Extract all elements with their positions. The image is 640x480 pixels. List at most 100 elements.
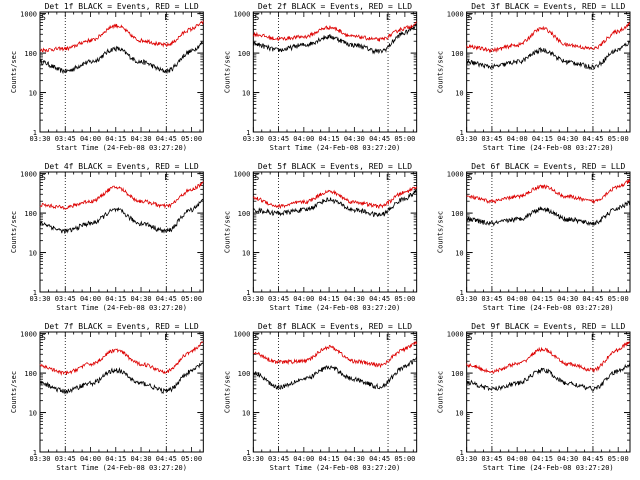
x-axis-label: Start Time (24-Feb-08 03:27:20) — [483, 464, 614, 472]
start-marker: S — [41, 333, 46, 342]
events-series-line — [466, 361, 631, 392]
start-marker: S — [41, 173, 46, 182]
y-tick-label: 10 — [455, 250, 463, 258]
end-marker: E — [164, 13, 169, 22]
y-axis-label: Counts/sec — [223, 51, 231, 93]
end-marker: E — [591, 333, 596, 342]
x-tick-label: 04:00 — [80, 135, 101, 143]
y-tick-label: 1 — [33, 289, 37, 297]
lld-series-line — [466, 21, 631, 54]
y-axis-label: Counts/sec — [10, 371, 18, 413]
x-tick-label: 04:15 — [319, 455, 340, 463]
y-axis-label: Counts/sec — [223, 211, 231, 253]
x-tick-label: 03:30 — [456, 455, 477, 463]
y-tick-label: 100 — [24, 370, 37, 378]
y-tick-label: 1000 — [233, 171, 250, 179]
x-tick-label: 03:45 — [55, 455, 76, 463]
x-tick-label: 04:00 — [507, 455, 528, 463]
x-tick-label: 03:45 — [55, 135, 76, 143]
panel-title: Det 5f BLACK = Events, RED = LLD — [258, 162, 412, 171]
y-tick-label: 10 — [29, 250, 37, 258]
y-tick-label: 1 — [246, 129, 250, 137]
y-tick-label: 1 — [459, 449, 463, 457]
x-tick-label: 03:45 — [268, 295, 289, 303]
plot-frame — [466, 331, 631, 453]
x-tick-label: 04:45 — [369, 295, 390, 303]
x-tick-label: 04:15 — [105, 295, 126, 303]
plot-frame — [252, 331, 418, 453]
y-axis-label: Counts/sec — [10, 211, 18, 253]
end-marker: E — [591, 173, 596, 182]
detector-panel-9: Det 9f BLACK = Events, RED = LLD 1 10 100 10… — [437, 322, 631, 472]
start-marker: S — [254, 333, 259, 342]
detector-panel-7: Det 7f BLACK = Events, RED = LLD 1 10 100 10… — [10, 322, 204, 472]
end-marker: E — [164, 173, 169, 182]
panel-title: Det 9f BLACK = Events, RED = LLD — [471, 322, 625, 331]
detector-panel-5: Det 5f BLACK = Events, RED = LLD 1 10 100 10… — [223, 162, 418, 312]
x-axis-label: Start Time (24-Feb-08 03:27:20) — [56, 144, 187, 152]
start-marker: S — [468, 173, 473, 182]
y-tick-label: 100 — [451, 370, 464, 378]
x-tick-label: 04:00 — [80, 455, 101, 463]
x-tick-label: 04:30 — [557, 295, 578, 303]
x-tick-label: 04:00 — [507, 135, 528, 143]
x-tick-label: 04:00 — [80, 295, 101, 303]
x-tick-label: 04:45 — [156, 455, 177, 463]
y-tick-label: 1000 — [233, 11, 250, 19]
y-tick-label: 1000 — [233, 331, 250, 339]
y-tick-label: 1000 — [447, 171, 464, 179]
x-tick-label: 04:45 — [156, 135, 177, 143]
x-tick-label: 04:30 — [557, 135, 578, 143]
end-marker: E — [386, 13, 391, 22]
x-axis-label: Start Time (24-Feb-08 03:27:20) — [270, 144, 401, 152]
start-marker: S — [254, 173, 259, 182]
y-axis-label: Counts/sec — [437, 211, 445, 253]
lld-series-line — [253, 340, 417, 369]
y-tick-label: 1000 — [447, 331, 464, 339]
detector-panel-8: Det 8f BLACK = Events, RED = LLD 1 10 100 10… — [223, 322, 418, 472]
detector-panel-4: Det 4f BLACK = Events, RED = LLD 1 10 100 10… — [10, 162, 204, 312]
x-tick-label: 04:30 — [130, 135, 151, 143]
x-axis-label: Start Time (24-Feb-08 03:27:20) — [483, 304, 614, 312]
detector-panel-6: Det 6f BLACK = Events, RED = LLD 1 10 100 10… — [437, 162, 631, 312]
y-tick-label: 1 — [33, 129, 37, 137]
x-tick-label: 04:45 — [582, 455, 603, 463]
start-marker: S — [254, 13, 259, 22]
x-tick-label: 04:30 — [344, 135, 365, 143]
y-tick-label: 100 — [24, 50, 37, 58]
events-series-line — [253, 356, 417, 390]
y-tick-label: 1000 — [20, 331, 37, 339]
x-tick-label: 04:15 — [319, 295, 340, 303]
x-tick-label: 03:45 — [268, 455, 289, 463]
events-series-line — [39, 361, 204, 395]
x-tick-label: 04:30 — [130, 455, 151, 463]
x-tick-label: 03:30 — [456, 135, 477, 143]
y-tick-label: 1 — [246, 289, 250, 297]
x-axis-label: Start Time (24-Feb-08 03:27:20) — [270, 304, 401, 312]
y-tick-label: 1 — [459, 129, 463, 137]
panel-title: Det 8f BLACK = Events, RED = LLD — [258, 322, 412, 331]
x-tick-label: 04:30 — [130, 295, 151, 303]
y-axis-label: Counts/sec — [437, 51, 445, 93]
x-tick-label: 05:00 — [394, 295, 415, 303]
end-marker: E — [386, 173, 391, 182]
lld-series-line — [252, 21, 417, 42]
x-tick-label: 03:45 — [55, 295, 76, 303]
lld-series-line — [252, 186, 417, 210]
y-tick-label: 10 — [242, 410, 250, 418]
detector-panel-3: Det 3f BLACK = Events, RED = LLD 1 10 100 10… — [437, 2, 631, 152]
x-tick-label: 03:45 — [481, 135, 502, 143]
x-tick-label: 04:45 — [156, 295, 177, 303]
plot-frame — [466, 171, 631, 293]
x-tick-label: 04:15 — [532, 455, 553, 463]
x-tick-label: 04:45 — [369, 455, 390, 463]
x-tick-label: 05:00 — [181, 455, 202, 463]
x-tick-label: 04:15 — [105, 455, 126, 463]
lld-series-line — [466, 341, 631, 374]
x-axis-label: Start Time (24-Feb-08 03:27:20) — [56, 464, 187, 472]
x-tick-label: 04:30 — [344, 455, 365, 463]
start-marker: S — [41, 13, 46, 22]
events-series-line — [39, 40, 204, 75]
lld-series-line — [39, 181, 204, 210]
